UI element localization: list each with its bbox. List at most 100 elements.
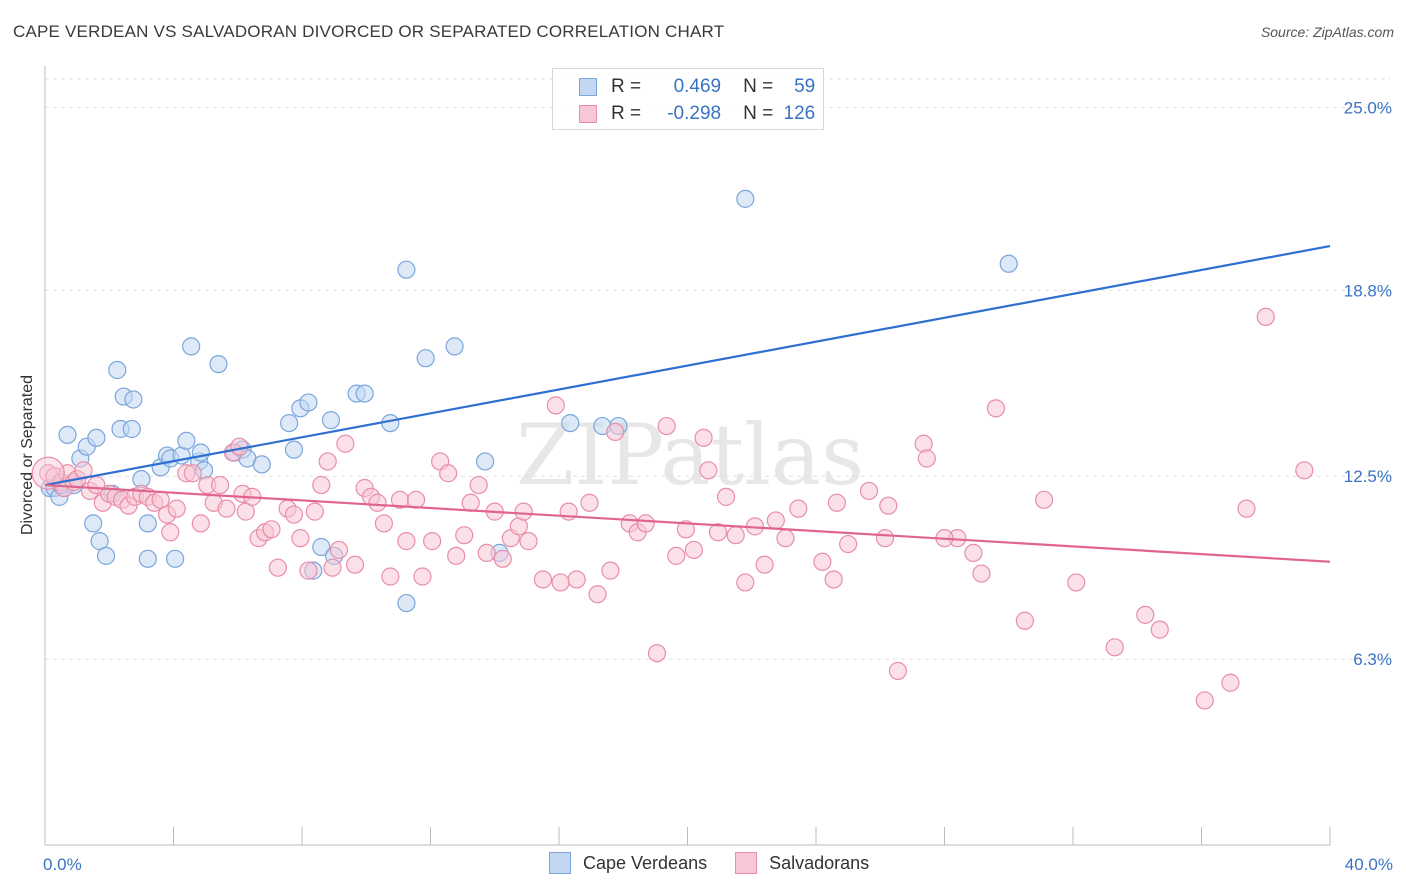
cape-verdean-trend-line <box>44 244 1331 487</box>
salvadoran-point <box>368 493 387 512</box>
cape-verdean-point <box>138 549 157 568</box>
salvadoran-point <box>447 546 466 565</box>
salvadoran-point <box>914 434 933 453</box>
y-tick-label: 12.5% <box>1344 467 1392 486</box>
salvadoran-point <box>827 493 846 512</box>
cape-verdean-point <box>476 452 495 471</box>
salvadoran-point <box>305 502 324 521</box>
cape-verdean-point <box>108 360 127 380</box>
salvadoran-point <box>839 534 858 554</box>
salvadoran-point <box>736 573 755 592</box>
r-label: R = <box>611 76 642 97</box>
salvadoran-point <box>694 428 713 447</box>
salvadoran-point <box>514 502 533 521</box>
salvadoran-point <box>268 558 288 577</box>
salvadoran-point <box>374 514 394 533</box>
salvadoran-point <box>588 585 607 604</box>
chart-title: CAPE VERDEAN VS SALVADORAN DIVORCED OR S… <box>13 22 725 41</box>
cape-verdean-point <box>209 354 228 374</box>
salvadoran-point <box>699 461 718 480</box>
salvadoran-point <box>1195 691 1214 710</box>
cape-verdean-point <box>87 428 106 447</box>
salvadoran-point <box>667 546 686 565</box>
cape-verdean-point <box>397 260 416 279</box>
cape-verdean-point <box>561 413 580 433</box>
x-tick-label-min: 0.0% <box>43 855 82 874</box>
salvadoran-point <box>1256 307 1275 326</box>
salvadoran-point <box>423 532 442 551</box>
salvadoran-point <box>461 493 480 512</box>
salvadoran-point <box>477 543 496 563</box>
salvadoran-point <box>1105 638 1124 657</box>
salvadoran-point <box>493 549 512 568</box>
salvadoran-point <box>381 567 400 586</box>
salvadoran-point <box>755 555 774 574</box>
r-label: R = <box>611 103 642 124</box>
cape-verdean-point <box>58 425 77 444</box>
cape-verdean-point <box>166 549 185 568</box>
cape-verdean-point <box>381 413 400 433</box>
r-value: -0.298 <box>667 103 722 124</box>
salvadoran-point <box>879 496 898 515</box>
salvadoran-point <box>217 499 236 518</box>
cape-verdean-point <box>312 537 331 557</box>
salvadoran-point <box>284 505 304 524</box>
salvadoran-point <box>323 558 342 577</box>
cape-verdean-point <box>445 337 464 356</box>
legend-label: Cape Verdeans <box>583 852 708 873</box>
y-tick-label: 6.3% <box>1353 650 1392 669</box>
pink-swatch <box>735 852 758 874</box>
salvadoran-point <box>917 449 936 468</box>
salvadoran-point <box>345 555 365 574</box>
salvadoran-point <box>580 493 599 512</box>
salvadoran-point <box>262 520 281 539</box>
salvadoran-point <box>551 573 570 592</box>
cape-verdean-point <box>138 514 157 533</box>
cape-verdean-point <box>321 411 341 430</box>
cape-verdean-point <box>122 419 141 439</box>
y-tick-label: 18.8% <box>1344 281 1392 300</box>
cape-verdean-point <box>280 413 299 433</box>
salvadoran-point <box>1136 605 1155 624</box>
salvadoran-point <box>972 564 991 583</box>
salvadoran-point <box>318 452 337 471</box>
legend-label: Salvadorans <box>769 852 870 873</box>
cape-verdean-point <box>999 254 1018 273</box>
series-legend: Cape Verdeans Salvadorans <box>549 852 897 874</box>
salvadoran-point <box>336 434 355 453</box>
blue-swatch <box>549 852 571 874</box>
correlation-legend: R = 0.469 N = 59 R = -0.298 N = 126 <box>552 68 824 130</box>
cape-verdean-point <box>299 393 318 412</box>
series-salvadorans <box>31 307 1314 710</box>
salvadoran-point <box>167 499 186 518</box>
salvadoran-point <box>875 529 895 548</box>
y-tick-label: 25.0% <box>1344 98 1392 117</box>
r-value: 0.469 <box>673 76 722 97</box>
salvadoran-point <box>329 540 349 560</box>
x-tick-label-max: 40.0% <box>1345 855 1393 874</box>
salvadoran-point <box>519 532 538 551</box>
salvadoran-point <box>210 475 230 495</box>
salvadoran-point <box>986 399 1006 418</box>
cape-verdean-point <box>182 337 201 356</box>
cape-verdean-point <box>96 546 116 565</box>
salvadoran-point <box>1295 461 1314 480</box>
salvadoran-point <box>716 487 736 506</box>
salvadoran-point <box>191 514 210 533</box>
salvadoran-point <box>726 526 745 545</box>
salvadoran-point <box>1237 499 1256 518</box>
salvadoran-point <box>647 644 667 663</box>
salvadoran-point <box>533 570 553 589</box>
salvadoran-point <box>657 416 676 436</box>
salvadoran-point <box>183 464 202 483</box>
salvadoran-point <box>312 475 331 495</box>
pink-swatch <box>579 105 597 123</box>
n-label: N = <box>743 76 774 97</box>
salvadoran-point <box>684 540 704 560</box>
cape-verdean-point <box>355 384 374 403</box>
salvadoran-point <box>161 523 180 542</box>
legend-item-salvadorans: Salvadorans <box>735 852 869 874</box>
trend-lines <box>44 244 1331 563</box>
legend-row-salvadorans: R = -0.298 N = 126 <box>579 103 815 125</box>
cape-verdean-point <box>416 349 435 368</box>
